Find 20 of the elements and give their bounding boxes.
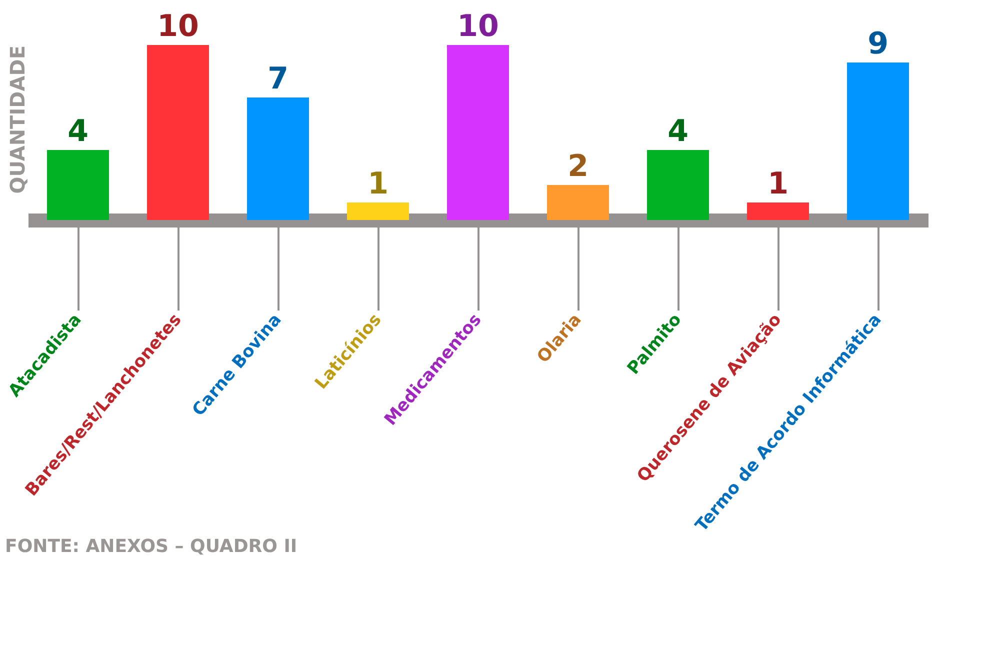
data-label: 9 bbox=[868, 26, 888, 62]
bar bbox=[847, 62, 909, 220]
bar bbox=[247, 98, 309, 220]
data-label: 10 bbox=[457, 9, 499, 44]
bar bbox=[147, 45, 209, 220]
y-axis-title: QUANTIDADE bbox=[6, 46, 30, 194]
bar bbox=[47, 150, 109, 220]
data-label: 1 bbox=[768, 166, 788, 202]
data-label: 10 bbox=[157, 9, 199, 44]
data-label: 4 bbox=[68, 114, 88, 149]
bar bbox=[447, 45, 509, 220]
data-label: 2 bbox=[568, 149, 588, 184]
data-label: 1 bbox=[368, 166, 388, 202]
bar bbox=[547, 185, 609, 220]
data-label: 4 bbox=[668, 114, 688, 149]
source-note: FONTE: ANEXOS – QUADRO II bbox=[5, 536, 298, 557]
bar bbox=[347, 202, 409, 220]
bar bbox=[647, 150, 709, 220]
data-label: 7 bbox=[268, 62, 288, 96]
bar bbox=[747, 202, 809, 220]
